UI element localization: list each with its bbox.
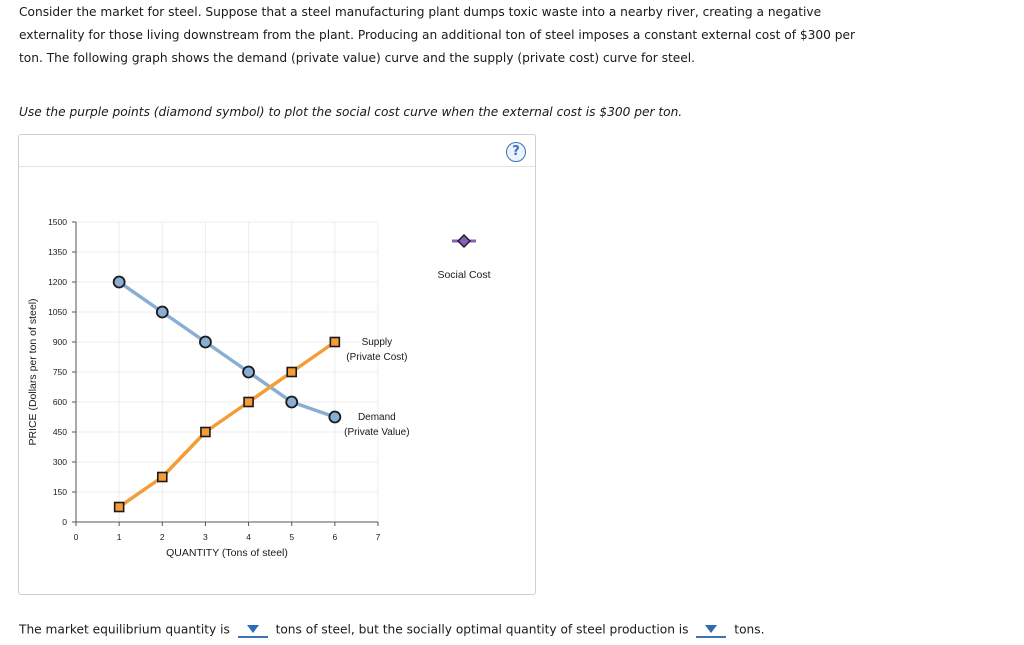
panel-toolbar: ? xyxy=(19,135,535,167)
x-tick-label: 4 xyxy=(246,532,251,542)
question-part-1: The market equilibrium quantity is xyxy=(19,622,230,637)
intro-text: Consider the market for steel. Suppose t… xyxy=(19,5,856,65)
graph-panel: ? 0 150 300 450 600 750 900 1050 1200 1350 1500 0 1 2… xyxy=(18,134,536,595)
y-tick-label: 450 xyxy=(53,427,67,437)
question-sentence: The market equilibrium quantity is tons … xyxy=(19,620,764,639)
x-tick-label: 0 xyxy=(74,532,79,542)
supply-line xyxy=(118,340,336,509)
social-cost-diamond-icon[interactable] xyxy=(457,234,471,248)
supply-label: Supply xyxy=(362,337,393,348)
x-tick-label: 7 xyxy=(376,532,381,542)
supply-point xyxy=(113,501,125,513)
supply-point xyxy=(200,426,211,438)
social-cost-label: Social Cost xyxy=(437,269,490,281)
y-tick-label: 1350 xyxy=(48,247,67,257)
supply-point xyxy=(329,336,341,348)
demand-label: (Private Value) xyxy=(344,427,409,438)
question-part-2: tons of steel, but the socially optimal … xyxy=(275,622,689,637)
y-axis-title: PRICE (Dollars per ton of steel) xyxy=(27,298,39,445)
y-tick-label: 150 xyxy=(53,487,67,497)
y-tick-label: 300 xyxy=(53,457,67,467)
chart: 0 150 300 450 600 750 900 1050 1200 1350 1500 0 1 2 3 4… xyxy=(27,217,491,559)
demand-point xyxy=(328,410,342,424)
x-tick-label: 1 xyxy=(117,532,122,542)
demand-point xyxy=(242,365,255,379)
demand-point xyxy=(112,275,126,289)
question-part-3: tons. xyxy=(734,622,765,637)
supply-label: (Private Cost) xyxy=(346,352,407,363)
demand-point xyxy=(285,395,299,409)
x-tick-label: 3 xyxy=(203,532,208,542)
supply-point xyxy=(243,396,254,408)
y-tick-label: 600 xyxy=(53,397,67,407)
equilibrium-quantity-dropdown[interactable] xyxy=(237,621,268,638)
y-tick-label: 750 xyxy=(53,367,67,377)
y-tick-label: 1500 xyxy=(48,217,67,227)
x-tick-label: 6 xyxy=(332,532,337,542)
demand-point xyxy=(155,305,169,319)
y-tick-label: 1050 xyxy=(48,307,67,317)
y-tick-label: 0 xyxy=(62,517,67,527)
help-icon[interactable]: ? xyxy=(506,142,526,162)
x-tick-label: 5 xyxy=(289,532,294,542)
x-tick-label: 2 xyxy=(160,532,165,542)
supply-point xyxy=(156,471,168,483)
x-axis-title: QUANTITY (Tons of steel) xyxy=(166,547,288,559)
demand-line xyxy=(118,280,336,419)
demand-label: Demand xyxy=(358,412,396,423)
supply-point xyxy=(286,366,298,378)
y-tick-label: 900 xyxy=(53,337,67,347)
optimal-quantity-dropdown[interactable] xyxy=(696,621,727,638)
instruction-text: Use the purple points (diamond symbol) t… xyxy=(19,105,683,119)
y-tick-label: 1200 xyxy=(48,277,67,287)
demand-point xyxy=(199,335,212,349)
